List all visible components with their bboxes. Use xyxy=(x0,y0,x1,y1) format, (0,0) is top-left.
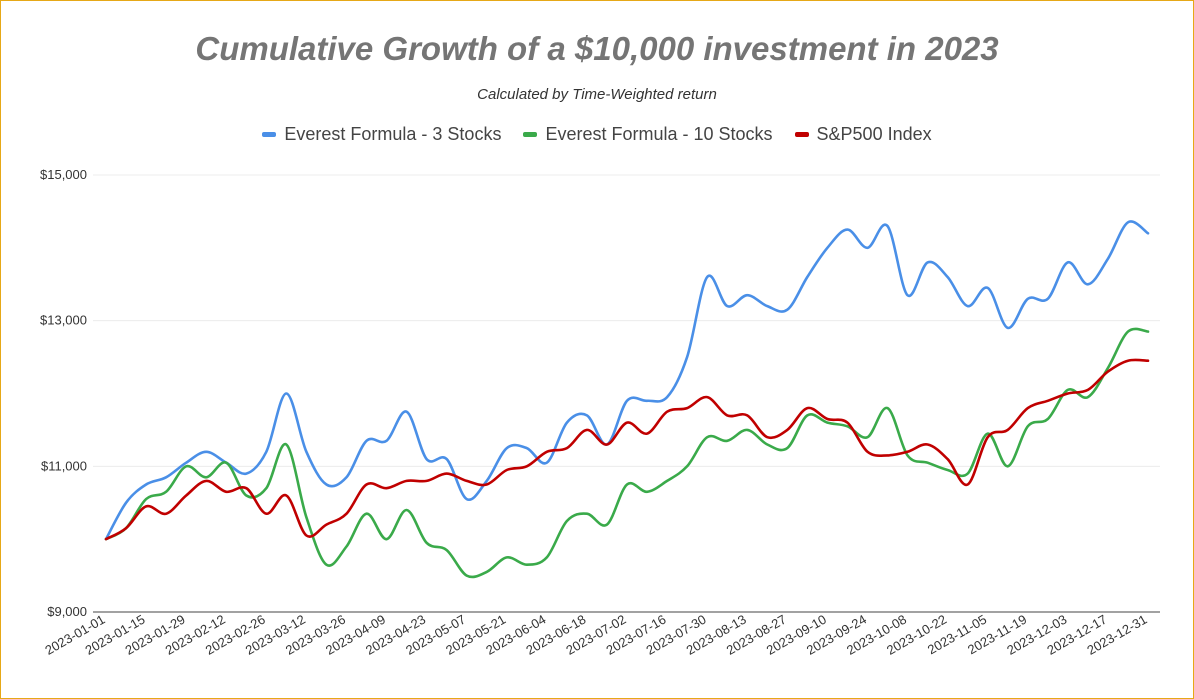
series-line-10-stocks[interactable] xyxy=(104,327,1150,579)
legend-item-sp500[interactable]: S&P500 Index xyxy=(794,124,932,145)
chart-subtitle: Calculated by Time-Weighted return xyxy=(477,86,717,103)
y-tick-label: $13,000 xyxy=(40,313,87,328)
legend-label-3-stocks: Everest Formula - 3 Stocks xyxy=(284,124,502,144)
legend-item-10-stocks[interactable]: Everest Formula - 10 Stocks xyxy=(523,124,773,145)
series-line-3-stocks[interactable] xyxy=(104,220,1150,541)
legend-label-sp500: S&P500 Index xyxy=(816,124,932,144)
legend-swatch-sp500 xyxy=(794,132,809,137)
legend: Everest Formula - 3 Stocks Everest Formu… xyxy=(0,124,1194,145)
legend-label-10-stocks: Everest Formula - 10 Stocks xyxy=(545,124,773,144)
y-tick-label: $15,000 xyxy=(40,167,87,182)
legend-item-3-stocks[interactable]: Everest Formula - 3 Stocks xyxy=(262,124,501,145)
legend-swatch-10-stocks xyxy=(523,132,538,137)
series-line-sp500[interactable] xyxy=(104,358,1150,541)
legend-swatch-3-stocks xyxy=(262,132,277,137)
y-tick-label: $9,000 xyxy=(47,604,87,619)
y-tick-label: $11,000 xyxy=(41,458,87,473)
chart-title: Cumulative Growth of a $10,000 investmen… xyxy=(195,30,999,67)
